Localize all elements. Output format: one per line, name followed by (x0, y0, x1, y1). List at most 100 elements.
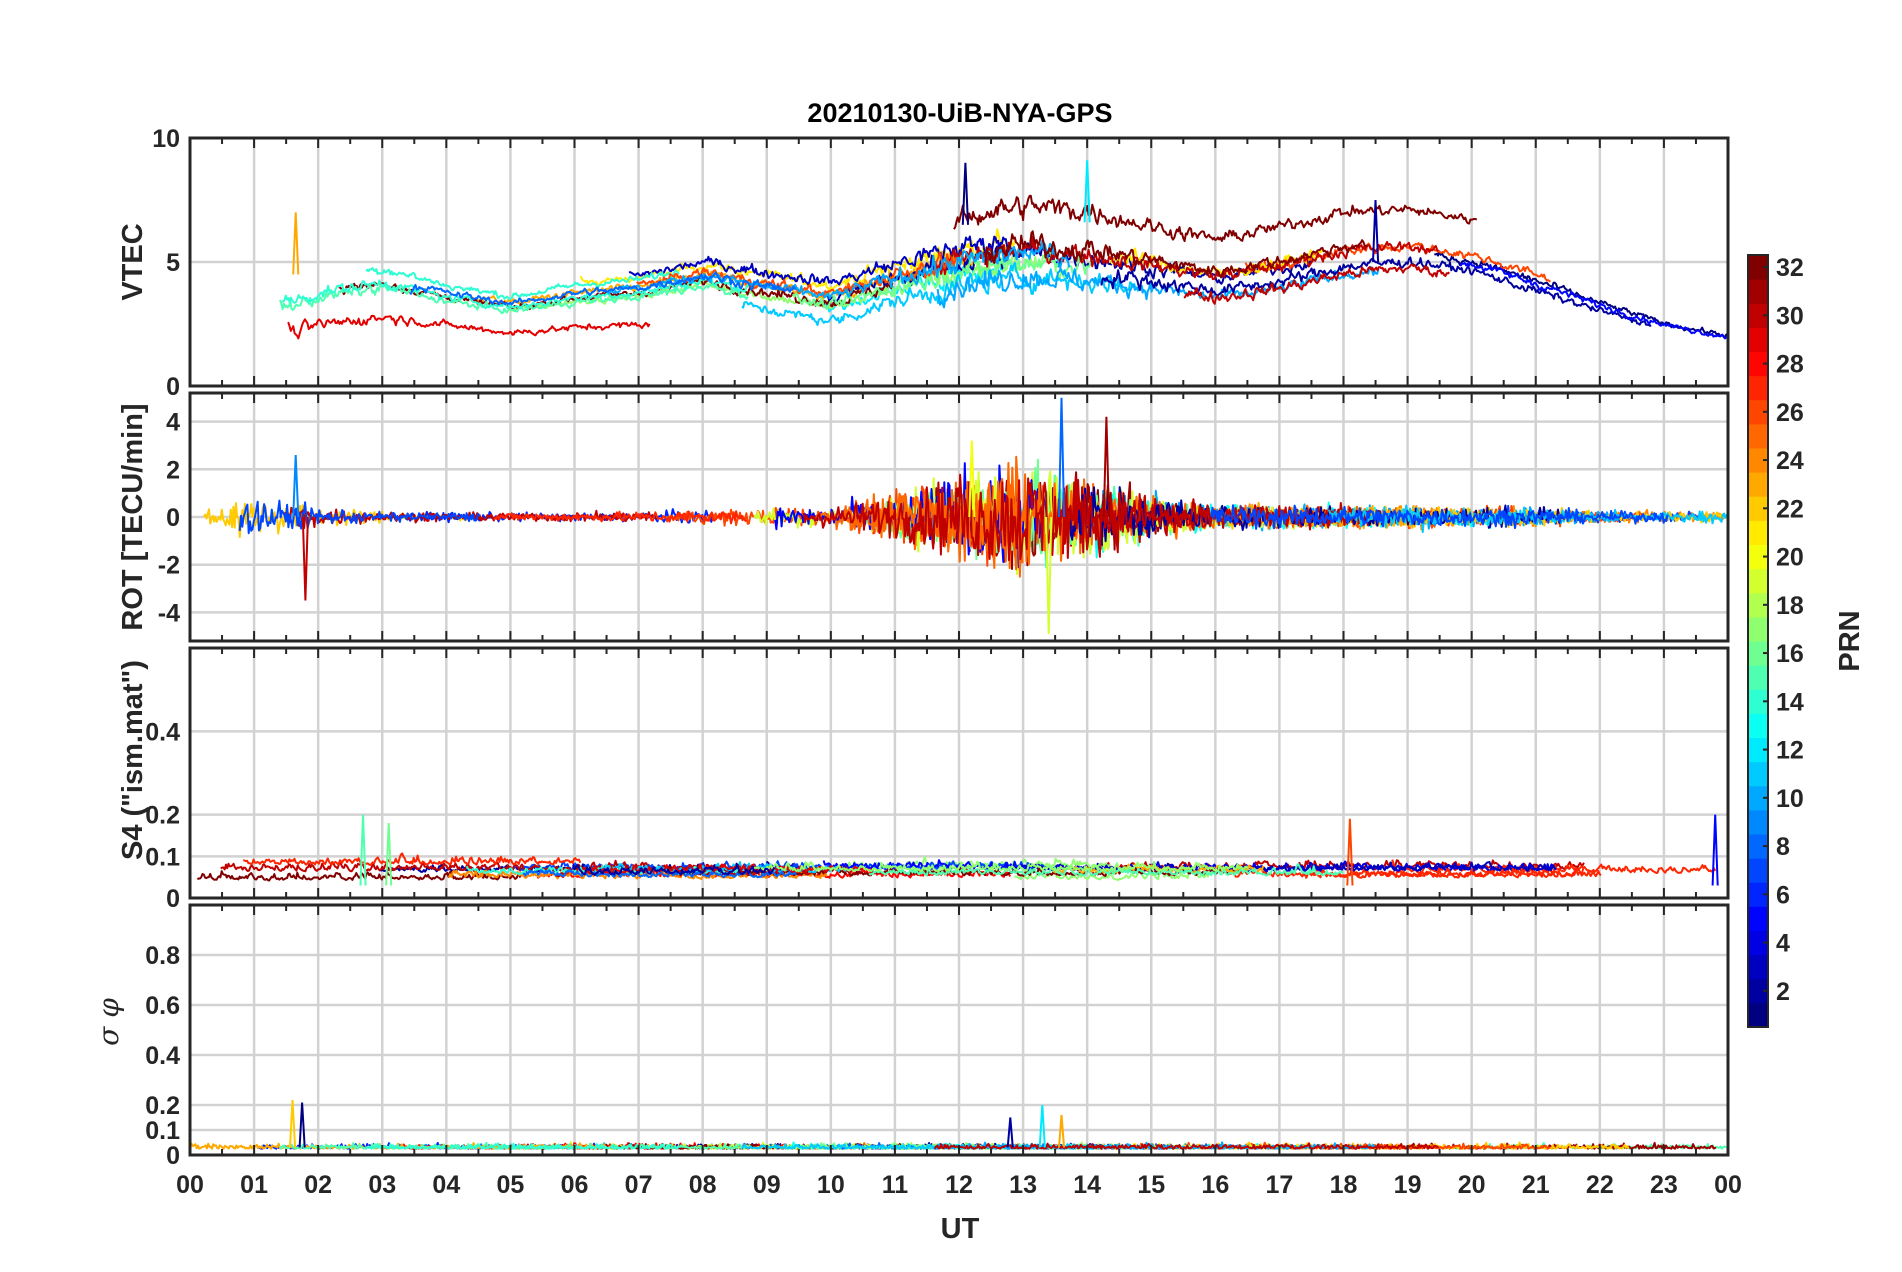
peak-spike (1045, 516, 1053, 634)
prn-trace (741, 261, 1144, 327)
colorbar-tick-label: 14 (1776, 688, 1804, 716)
panel-vtec: 0 5 10 VTEC (117, 125, 1730, 401)
peak-spike (968, 440, 976, 518)
colorbar-tick-label: 20 (1776, 544, 1804, 572)
x-tick-label: 05 (497, 1171, 525, 1199)
peak-spike (1058, 397, 1066, 518)
prn-trace (365, 1142, 680, 1150)
prn-trace (243, 852, 582, 866)
peak-spike (1006, 1117, 1014, 1148)
peak-spike (1102, 416, 1110, 518)
y-tick-label: 0.8 (145, 942, 180, 970)
prn-trace (190, 1142, 614, 1150)
panel-sigma_phi: 00.10.2 0.4 0.6 0.8 σ φ (92, 903, 1730, 1170)
colorbar-cell (1748, 906, 1768, 931)
peak-spike (1038, 1104, 1046, 1148)
colorbar-border (1747, 254, 1769, 1028)
y-tick-label: 5 (166, 249, 180, 277)
peak-spike (1711, 814, 1719, 886)
y-tick-label: 0 (166, 885, 180, 913)
prn-trace (493, 510, 748, 525)
rot-ylabel: ROT [TECU/min] (117, 403, 149, 630)
svg-text:S4 ("ism.mat"): S4 ("ism.mat") (117, 660, 149, 860)
rot-series (203, 397, 1728, 634)
x-tick-label: 19 (1394, 1171, 1422, 1199)
x-tick-label: 17 (1266, 1171, 1294, 1199)
prn-trace (238, 499, 481, 535)
prn-trace (868, 863, 1344, 877)
prn-trace (1434, 250, 1728, 339)
colorbar-cell (1748, 737, 1768, 763)
colorbar-cell (1748, 520, 1768, 545)
peak-spike (1372, 199, 1380, 263)
prn-trace (1391, 859, 1717, 875)
prn-trace (1183, 263, 1451, 305)
prn-trace (522, 868, 797, 879)
chart-title: 20210130-UiB-NYA-GPS (807, 98, 1112, 128)
colorbar-cell (1748, 761, 1768, 787)
y-tick-label: 0.2 (145, 802, 180, 830)
x-tick-label: 11 (882, 1171, 909, 1199)
peak-spike (1083, 160, 1091, 223)
colorbar-cell (1748, 423, 1768, 449)
colorbar-cell (1748, 592, 1768, 618)
colorbar-cell (1748, 882, 1768, 907)
peak-spike (385, 822, 393, 886)
colorbar-tick-label: 2 (1776, 978, 1790, 1006)
y-tick-label: 0.2 (145, 1092, 180, 1120)
colorbar-cell (1748, 327, 1768, 352)
y-tick-label: 2 (166, 456, 180, 484)
colorbar-cell (1748, 858, 1768, 883)
prn-trace (1000, 861, 1557, 873)
x-tick-label: 22 (1586, 1171, 1614, 1199)
x-tick-label: 21 (1522, 1171, 1550, 1199)
rot-y-ticks: -4 -2 0 2 4 (158, 393, 1729, 641)
vtec-y-ticks: 0 5 10 (152, 125, 1729, 401)
prn-trace (409, 271, 797, 306)
colorbar-cell (1748, 954, 1768, 980)
y-tick-label: 0.1 (145, 843, 180, 871)
colorbar-cell (1748, 641, 1768, 666)
sigma_phi-grid (190, 905, 1728, 1157)
colorbar-cell (1748, 665, 1768, 690)
colorbar-cell (1748, 544, 1768, 570)
colorbar-tick-label: 18 (1776, 592, 1804, 620)
s4-y-ticks: 0 0.1 0.2 0.4 (145, 648, 1729, 913)
colorbar-tick-label: 32 (1776, 254, 1804, 282)
colorbar-cell (1748, 303, 1768, 328)
prn-trace (196, 870, 522, 882)
prn-trace (469, 250, 981, 305)
colorbar-cell (1748, 1002, 1768, 1028)
colorbar-cell (1748, 255, 1768, 280)
colorbar-tick-label: 10 (1776, 785, 1804, 813)
colorbar-cell (1748, 616, 1768, 642)
x-tick-label: 10 (817, 1171, 845, 1199)
x-tick-label: 00 (176, 1171, 204, 1199)
y-tick-label: 0.6 (145, 992, 180, 1020)
peak-spike (292, 454, 300, 518)
sigma_phi-y-ticks: 00.10.2 0.4 0.6 0.8 (145, 905, 1729, 1170)
x-axis-label: UT (941, 1213, 980, 1245)
prn-trace (1459, 261, 1728, 340)
colorbar-label: PRN (1834, 610, 1866, 671)
x-tick-label: 07 (625, 1171, 653, 1199)
x-tick-label: 18 (1330, 1171, 1358, 1199)
x-tick-label: 13 (1009, 1171, 1037, 1199)
colorbar-tick-label: 22 (1776, 495, 1804, 523)
prn-trace (1210, 504, 1669, 530)
peak-spike (298, 1102, 306, 1148)
peak-spike (961, 162, 969, 225)
colorbar-cell (1748, 713, 1768, 738)
prn-trace (984, 230, 1368, 279)
colorbar-cell (1748, 448, 1768, 473)
colorbar-cell (1748, 351, 1768, 377)
x-tick-label: 20 (1458, 1171, 1486, 1199)
colorbar-tick-label: 30 (1776, 302, 1804, 330)
colorbar-cell (1748, 978, 1768, 1004)
prn-trace (792, 252, 1093, 310)
colorbar-cell (1748, 785, 1768, 811)
x-tick-label: 09 (753, 1171, 781, 1199)
colorbar-tick-label: 12 (1776, 737, 1804, 765)
x-tick-labels: 00 01 02 03 04 05 06 07 08 09 10 11 12 13 14 15 16 17 18 19… (176, 1171, 1742, 1199)
